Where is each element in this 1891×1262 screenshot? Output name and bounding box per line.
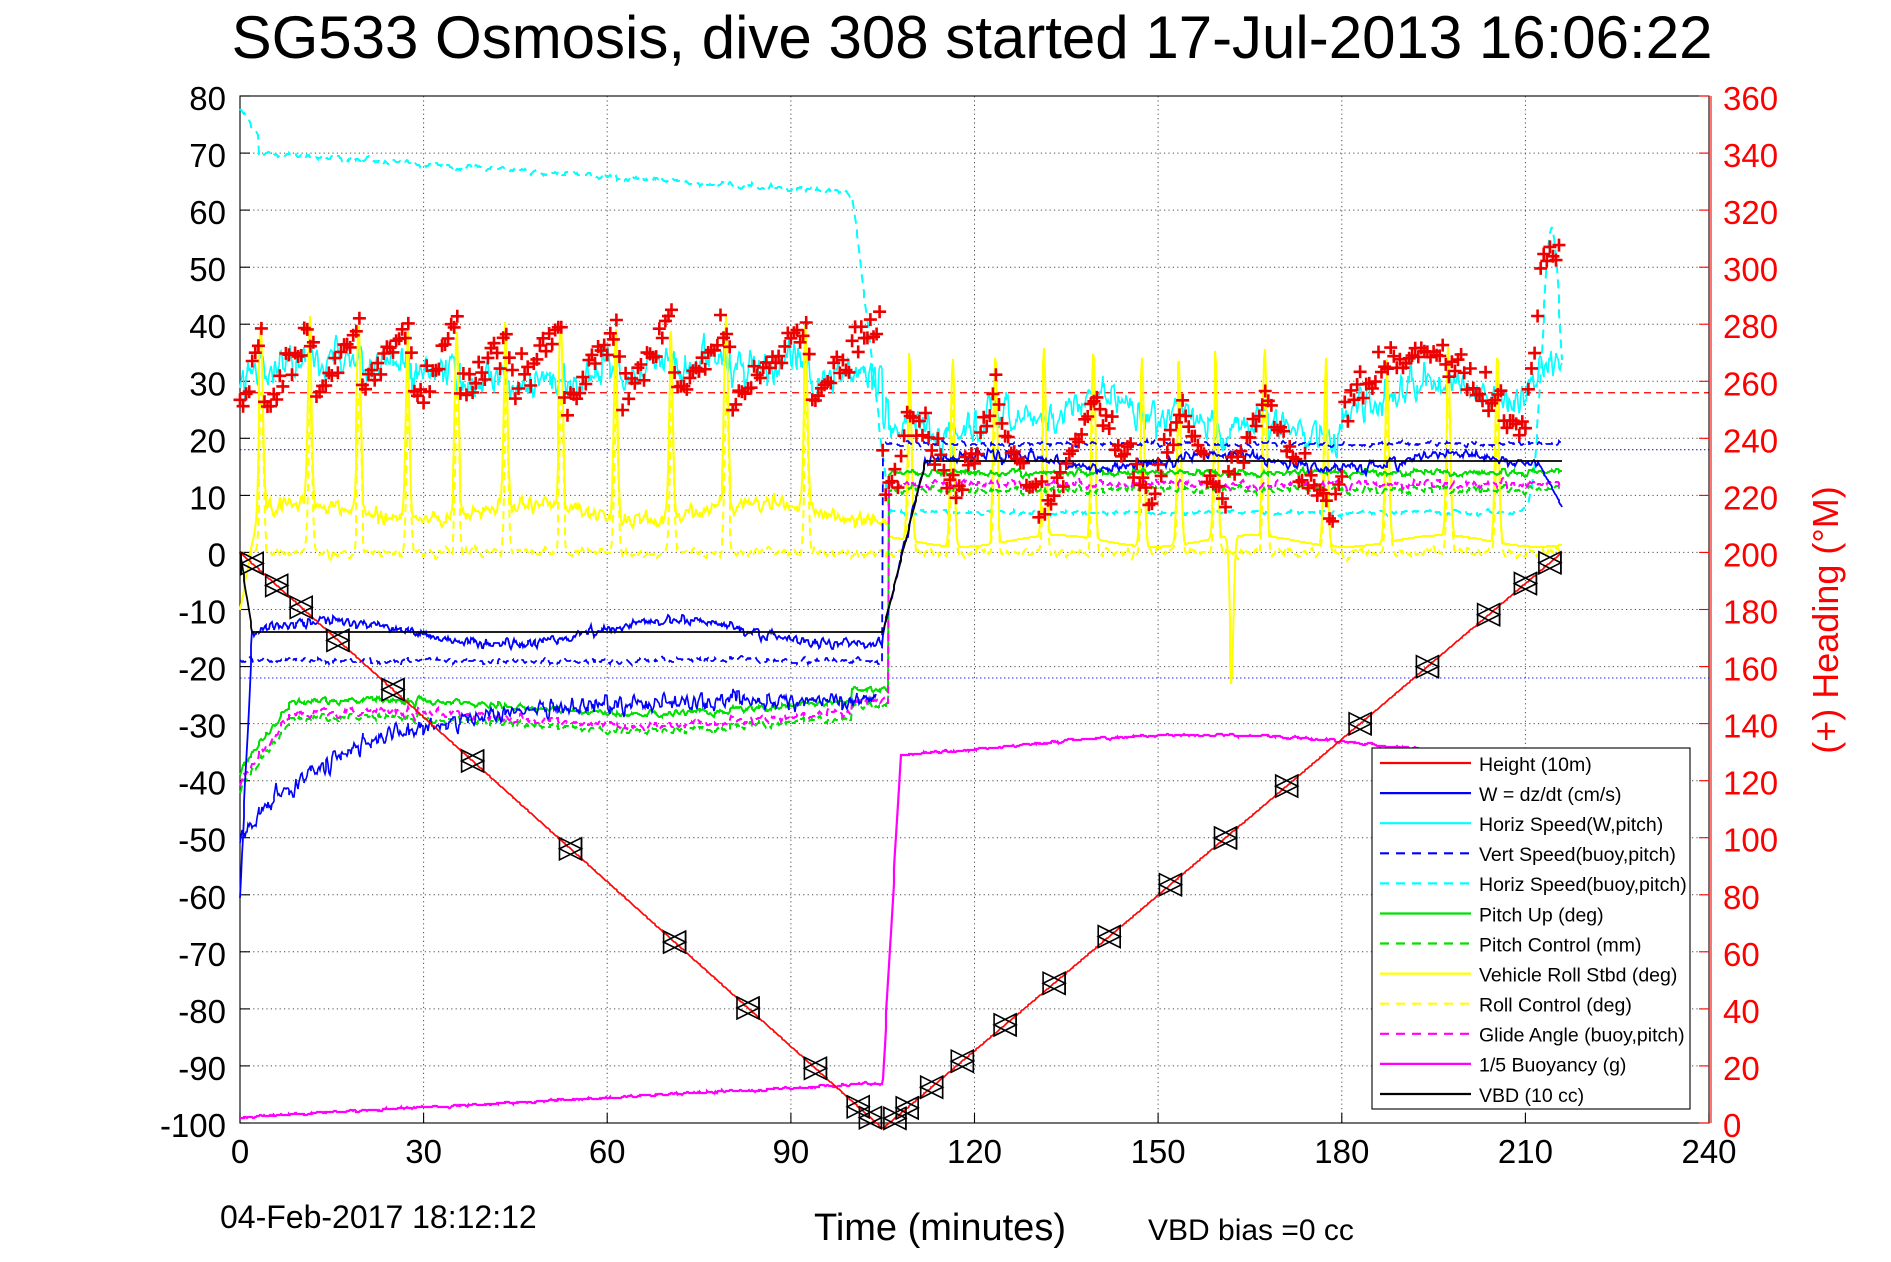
svg-text:0: 0 <box>1723 1107 1741 1144</box>
svg-text:60: 60 <box>1723 936 1760 973</box>
svg-text:W = dz/dt (cm/s): W = dz/dt (cm/s) <box>1479 784 1621 806</box>
svg-text:200: 200 <box>1723 536 1778 573</box>
svg-text:260: 260 <box>1723 365 1778 402</box>
svg-text:120: 120 <box>1723 765 1778 802</box>
svg-text:20: 20 <box>189 422 226 459</box>
svg-text:150: 150 <box>1131 1133 1186 1170</box>
svg-text:-70: -70 <box>178 936 226 973</box>
svg-text:-20: -20 <box>178 651 226 688</box>
svg-text:90: 90 <box>773 1133 810 1170</box>
svg-text:10: 10 <box>189 479 226 516</box>
svg-text:180: 180 <box>1314 1133 1369 1170</box>
svg-text:240: 240 <box>1723 422 1778 459</box>
svg-text:0: 0 <box>208 536 226 573</box>
svg-text:20: 20 <box>1723 1050 1760 1087</box>
svg-text:Pitch Up (deg): Pitch Up (deg) <box>1479 904 1604 926</box>
svg-text:320: 320 <box>1723 194 1778 231</box>
svg-text:Vehicle Roll Stbd (deg): Vehicle Roll Stbd (deg) <box>1479 964 1677 986</box>
svg-text:04-Feb-2017 18:12:12: 04-Feb-2017 18:12:12 <box>220 1199 537 1235</box>
svg-text:30: 30 <box>405 1133 442 1170</box>
svg-text:Vert Speed(buoy,pitch): Vert Speed(buoy,pitch) <box>1479 844 1676 866</box>
svg-text:80: 80 <box>189 80 226 117</box>
svg-text:-30: -30 <box>178 708 226 745</box>
svg-text:60: 60 <box>589 1133 626 1170</box>
svg-text:Glide Angle (buoy,pitch): Glide Angle (buoy,pitch) <box>1479 1025 1685 1047</box>
svg-text:0: 0 <box>231 1133 249 1170</box>
svg-text:Pitch Control (mm): Pitch Control (mm) <box>1479 934 1642 956</box>
svg-text:Roll Control (deg): Roll Control (deg) <box>1479 995 1632 1017</box>
svg-text:-90: -90 <box>178 1050 226 1087</box>
svg-text:-80: -80 <box>178 993 226 1030</box>
svg-text:220: 220 <box>1723 479 1778 516</box>
svg-text:160: 160 <box>1723 651 1778 688</box>
svg-text:140: 140 <box>1723 708 1778 745</box>
svg-text:70: 70 <box>189 137 226 174</box>
svg-text:40: 40 <box>189 308 226 345</box>
svg-text:30: 30 <box>189 365 226 402</box>
svg-text:-10: -10 <box>178 594 226 631</box>
svg-text:VBD bias =0 cc: VBD bias =0 cc <box>1148 1214 1354 1247</box>
svg-text:300: 300 <box>1723 251 1778 288</box>
svg-text:Horiz Speed(W,pitch): Horiz Speed(W,pitch) <box>1479 814 1663 836</box>
svg-text:-60: -60 <box>178 879 226 916</box>
svg-text:180: 180 <box>1723 594 1778 631</box>
svg-text:(+) Heading (°M): (+) Heading (°M) <box>1805 486 1846 753</box>
svg-text:1/5 Buoyancy (g): 1/5 Buoyancy (g) <box>1479 1055 1626 1077</box>
svg-text:Horiz Speed(buoy,pitch): Horiz Speed(buoy,pitch) <box>1479 874 1687 896</box>
svg-text:Time (minutes): Time (minutes) <box>814 1207 1066 1249</box>
svg-text:210: 210 <box>1498 1133 1553 1170</box>
svg-text:SG533 Osmosis, dive 308 starte: SG533 Osmosis, dive 308 started 17-Jul-2… <box>232 4 1713 71</box>
svg-text:40: 40 <box>1723 993 1760 1030</box>
svg-text:VBD (10 cc): VBD (10 cc) <box>1479 1085 1584 1107</box>
svg-text:60: 60 <box>189 194 226 231</box>
svg-text:280: 280 <box>1723 308 1778 345</box>
svg-text:100: 100 <box>1723 822 1778 859</box>
svg-text:120: 120 <box>947 1133 1002 1170</box>
svg-text:360: 360 <box>1723 80 1778 117</box>
svg-text:-40: -40 <box>178 765 226 802</box>
svg-text:80: 80 <box>1723 879 1760 916</box>
svg-text:-50: -50 <box>178 822 226 859</box>
svg-text:-100: -100 <box>160 1107 226 1144</box>
svg-text:50: 50 <box>189 251 226 288</box>
svg-text:Height (10m): Height (10m) <box>1479 754 1592 776</box>
svg-text:340: 340 <box>1723 137 1778 174</box>
